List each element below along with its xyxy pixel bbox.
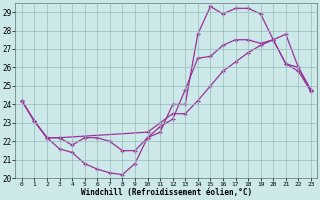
X-axis label: Windchill (Refroidissement éolien,°C): Windchill (Refroidissement éolien,°C) [81,188,252,197]
